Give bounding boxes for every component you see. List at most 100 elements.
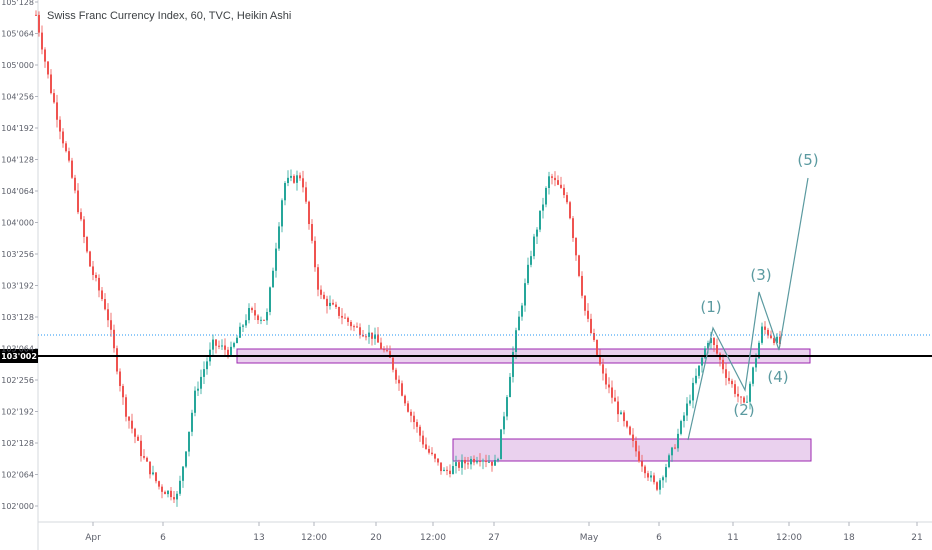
candle-body bbox=[92, 266, 94, 275]
candle-body bbox=[398, 379, 400, 384]
candle-body bbox=[428, 448, 430, 453]
candle-body bbox=[506, 397, 508, 417]
candle-body bbox=[476, 461, 478, 463]
candle-body bbox=[317, 267, 319, 290]
price-tick-label: 103'192 bbox=[1, 282, 34, 291]
time-tick-label: May bbox=[580, 533, 599, 543]
candle-body bbox=[233, 343, 235, 347]
candle-body bbox=[497, 459, 499, 461]
candle-body bbox=[152, 472, 154, 475]
candle-body bbox=[551, 176, 553, 178]
support-zone-2 bbox=[452, 438, 812, 462]
candle-body bbox=[755, 358, 757, 368]
candle-body bbox=[518, 316, 520, 331]
candle-body bbox=[419, 426, 421, 436]
time-tick-label: 18 bbox=[843, 533, 855, 543]
candle-body bbox=[668, 455, 670, 468]
candle-body bbox=[380, 342, 382, 350]
price-tick-label: 105'064 bbox=[1, 30, 34, 39]
candle-body bbox=[536, 229, 538, 237]
candle-body bbox=[557, 180, 559, 185]
candle-body bbox=[710, 338, 712, 343]
candle-body bbox=[662, 477, 664, 481]
candle-body bbox=[746, 401, 748, 403]
candle-body bbox=[311, 224, 313, 241]
candle-body bbox=[278, 226, 280, 249]
wave-path bbox=[687, 177, 809, 441]
candle-body bbox=[776, 336, 778, 344]
candle-body bbox=[263, 319, 265, 321]
candle-body bbox=[50, 74, 52, 94]
candle-body bbox=[440, 462, 442, 472]
candle-body bbox=[587, 310, 589, 319]
candle-body bbox=[188, 431, 190, 452]
candle-body bbox=[149, 461, 151, 475]
candle-body bbox=[674, 447, 676, 449]
candle-body bbox=[503, 416, 505, 430]
candle-body bbox=[122, 385, 124, 398]
candle-body bbox=[260, 319, 262, 321]
price-tick-label: 104'128 bbox=[1, 156, 34, 165]
candle-body bbox=[563, 187, 565, 196]
candle-body bbox=[581, 275, 583, 296]
candle-body bbox=[656, 482, 658, 490]
candle-body bbox=[305, 187, 307, 202]
time-tick-label: Apr bbox=[85, 533, 101, 543]
candle-body bbox=[119, 371, 121, 386]
chart-grid bbox=[37, 0, 932, 550]
elliott-wave-annotations: (1) (2) (3) (4) (5) bbox=[687, 151, 819, 441]
candle-body bbox=[671, 447, 673, 456]
candle-body bbox=[404, 395, 406, 404]
candle-body bbox=[464, 459, 466, 464]
candle-body bbox=[641, 461, 643, 467]
candle-body bbox=[236, 337, 238, 344]
price-tick-label: 102'256 bbox=[1, 376, 34, 385]
candle-body bbox=[179, 480, 181, 494]
candle-body bbox=[44, 49, 46, 62]
candle-body bbox=[554, 177, 556, 181]
time-tick-label: 6 bbox=[656, 533, 662, 543]
candle-body bbox=[221, 345, 223, 347]
candle-body bbox=[383, 349, 385, 351]
candle-body bbox=[692, 382, 694, 401]
candle-body bbox=[227, 349, 229, 355]
candle-body bbox=[572, 218, 574, 238]
price-tick-label: 105'128 bbox=[1, 0, 34, 7]
candle-body bbox=[269, 287, 271, 312]
candle-body bbox=[524, 283, 526, 306]
time-tick-label: 12:00 bbox=[420, 533, 446, 543]
candles bbox=[35, 10, 781, 507]
candle-body bbox=[725, 369, 727, 378]
price-tick-label: 102'128 bbox=[1, 439, 34, 448]
candle-body bbox=[350, 321, 352, 327]
candle-body bbox=[620, 412, 622, 415]
price-tick-label: 104'256 bbox=[1, 93, 34, 102]
candle-body bbox=[137, 436, 139, 441]
candle-body bbox=[689, 400, 691, 404]
candle-body bbox=[167, 490, 169, 495]
price-levels: 103'002 bbox=[0, 334, 932, 363]
candle-body bbox=[596, 339, 598, 355]
candle-body bbox=[248, 308, 250, 321]
candle-body bbox=[86, 237, 88, 252]
candle-body bbox=[56, 102, 58, 120]
current-price-label: 103'002 bbox=[1, 352, 37, 361]
candle-body bbox=[296, 175, 298, 183]
candle-body bbox=[212, 339, 214, 350]
candle-body bbox=[773, 338, 775, 344]
candle-body bbox=[416, 422, 418, 427]
candle-body bbox=[605, 373, 607, 385]
candle-body bbox=[401, 383, 403, 396]
candle-body bbox=[704, 348, 706, 358]
candle-body bbox=[653, 475, 655, 483]
candle-body bbox=[140, 440, 142, 457]
candle-body bbox=[614, 397, 616, 402]
candle-body bbox=[422, 435, 424, 445]
wave-label-2: (2) bbox=[733, 401, 754, 419]
candle-body bbox=[713, 338, 715, 346]
candle-body bbox=[764, 326, 766, 330]
candle-body bbox=[245, 320, 247, 326]
candle-body bbox=[185, 451, 187, 467]
candle-body bbox=[80, 212, 82, 220]
